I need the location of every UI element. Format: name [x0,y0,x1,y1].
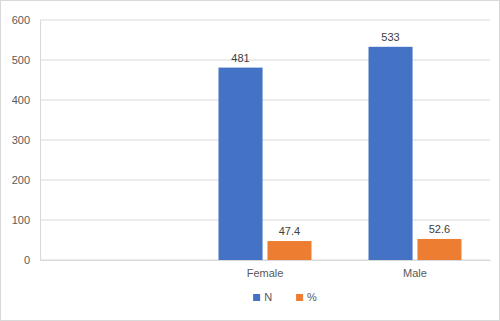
y-tick: 500 [12,54,40,66]
grid-line [40,100,490,101]
data-label: 533 [381,31,399,43]
data-label: 52.6 [429,223,450,235]
legend-label: N [264,291,272,303]
y-tick-label: 400 [12,94,30,106]
legend-item: N [253,291,272,303]
grid-line [40,180,490,181]
chart: 0 100 200 300 400 500 600 Female Male 481 533 47.4 5… [0,0,500,321]
y-axis: 0 100 200 300 400 500 600 [12,14,41,266]
legend: N% [253,291,317,303]
plot: 0 100 200 300 400 500 600 Female Male 481 533 47.4 5… [12,14,491,279]
y-tick: 200 [12,174,40,186]
data-label: 47.4 [279,225,300,237]
x-tick: Female [247,260,284,279]
y-tick-label: 600 [12,14,30,26]
y-tick-label: 500 [12,54,30,66]
bar [267,241,311,260]
y-tick-label: 0 [24,254,30,266]
grid-line [40,20,490,21]
legend-label: % [307,291,317,303]
grid-line [40,60,490,61]
x-tick: Male [403,260,427,279]
y-tick-label: 300 [12,134,30,146]
grid-line [40,140,490,141]
legend-item: % [296,291,317,303]
x-axis: Female Male [41,260,491,279]
bar [219,68,263,260]
data-label: 481 [231,52,249,64]
x-axis-line [41,260,491,261]
bars [219,47,462,260]
data-labels: 481 533 47.4 52.6 [231,31,450,237]
bar [369,47,413,260]
y-tick: 100 [12,214,40,226]
x-tick-label: Female [247,267,284,279]
legend-swatch [253,294,260,301]
y-axis-line [40,21,41,261]
y-tick: 300 [12,134,40,146]
y-tick: 0 [24,254,40,266]
y-tick-label: 100 [12,214,30,226]
legend-swatch [296,294,303,301]
y-tick: 400 [12,94,40,106]
grid-line [40,220,490,221]
y-tick-label: 200 [12,174,30,186]
chart-frame [1,1,500,321]
x-tick-label: Male [403,267,427,279]
grid [40,20,490,260]
bar [417,239,461,260]
y-tick: 600 [12,14,40,26]
